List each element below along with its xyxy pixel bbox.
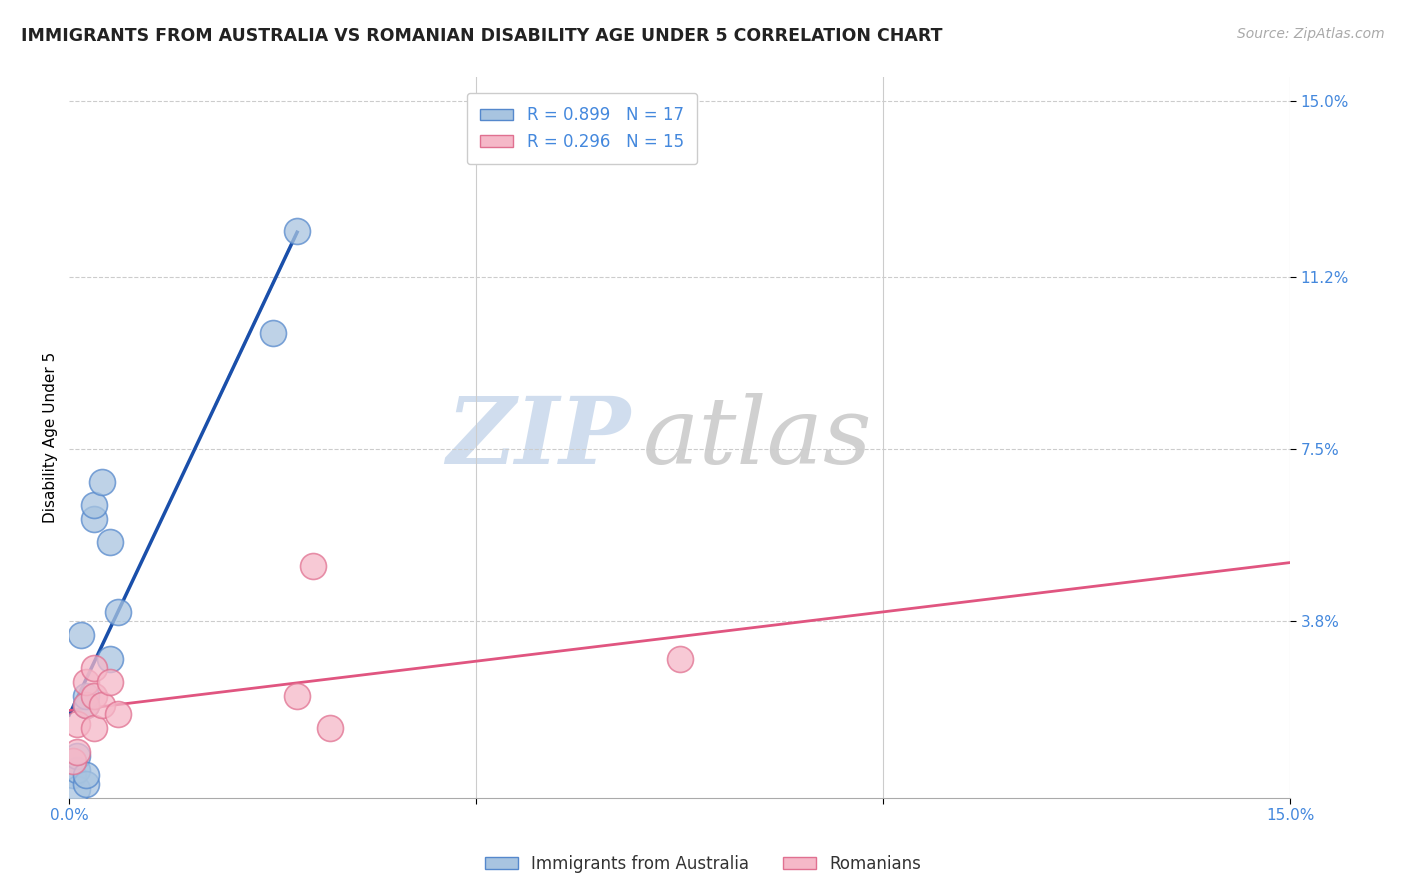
Legend: R = 0.899   N = 17, R = 0.296   N = 15: R = 0.899 N = 17, R = 0.296 N = 15 (467, 93, 697, 164)
Point (75, 689, 97, 703)
Legend: Immigrants from Australia, Romanians: Immigrants from Australia, Romanians (478, 848, 928, 880)
Point (285, 224, 308, 238)
Text: atlas: atlas (643, 392, 873, 483)
Point (83, 722, 105, 736)
Point (66, 763, 89, 777)
Point (66, 716, 89, 731)
Point (83, 689, 105, 703)
Point (75, 698, 97, 712)
Text: IMMIGRANTS FROM AUSTRALIA VS ROMANIAN DISABILITY AGE UNDER 5 CORRELATION CHART: IMMIGRANTS FROM AUSTRALIA VS ROMANIAN DI… (21, 27, 942, 45)
Point (70, 628, 93, 642)
Point (98, 674, 121, 689)
Point (83, 661, 105, 675)
Point (90, 475, 112, 489)
Point (98, 651, 121, 665)
Point (62, 754, 84, 768)
Point (302, 558, 325, 573)
Text: Source: ZipAtlas.com: Source: ZipAtlas.com (1237, 27, 1385, 41)
Point (83, 512, 105, 526)
Point (98, 535, 121, 549)
Point (62, 768, 84, 782)
Point (107, 605, 129, 619)
Point (75, 674, 97, 689)
Point (262, 326, 284, 340)
Point (66, 781, 89, 796)
Point (83, 498, 105, 512)
Point (318, 722, 340, 736)
Point (90, 698, 112, 712)
Point (66, 745, 89, 759)
Point (75, 777, 97, 791)
Point (107, 707, 129, 722)
Point (285, 689, 308, 703)
Point (66, 749, 89, 764)
Point (75, 698, 97, 712)
Y-axis label: Disability Age Under 5: Disability Age Under 5 (44, 352, 58, 524)
Point (668, 651, 690, 665)
Text: ZIP: ZIP (447, 392, 631, 483)
Point (75, 768, 97, 782)
